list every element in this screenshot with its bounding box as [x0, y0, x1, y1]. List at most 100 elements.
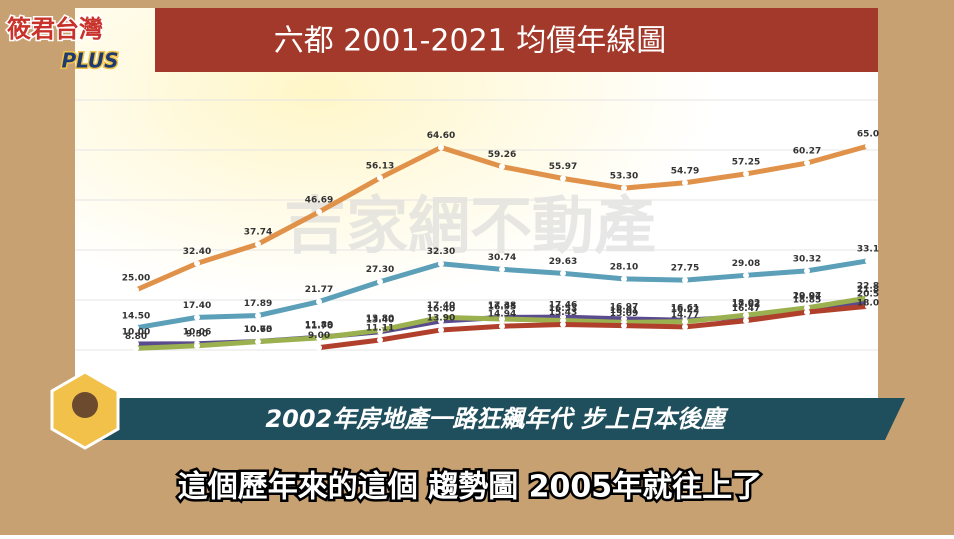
point: [621, 185, 627, 192]
data-label: 20.5: [857, 290, 879, 300]
point: [133, 324, 139, 331]
logo-bottom: PLUS: [62, 49, 119, 73]
data-label: 13.80: [366, 314, 394, 324]
data-label: 16.40: [427, 304, 455, 314]
point: [804, 267, 810, 274]
point: [316, 298, 322, 305]
data-label: 10.70: [244, 325, 272, 335]
data-label: 29.63: [549, 257, 577, 267]
data-label: 32.30: [427, 247, 455, 257]
data-label: 10.06: [183, 327, 211, 337]
data-label: 8.80: [125, 332, 147, 342]
point: [316, 334, 322, 341]
point: [255, 241, 261, 248]
data-label: 19.97: [793, 292, 821, 302]
point: [743, 170, 749, 177]
data-label: 56.13: [366, 161, 394, 171]
point: [621, 275, 627, 282]
data-label: 13.40: [366, 315, 394, 325]
point: [438, 314, 444, 321]
point: [560, 175, 566, 182]
point: [438, 144, 444, 151]
point: [255, 338, 261, 345]
point: [377, 337, 383, 344]
logo-top: 筱君台灣: [7, 15, 103, 43]
avatar-face: [72, 392, 98, 418]
data-label: 18.0: [857, 299, 879, 309]
data-label: 64.60: [427, 131, 455, 141]
data-label: 33.1: [857, 244, 879, 254]
data-label: 16.47: [732, 304, 760, 314]
point: [621, 322, 627, 329]
point: [865, 312, 871, 319]
data-label: 21.8: [857, 285, 879, 295]
chart-title: 六都 2001-2021 均價年線圖: [274, 24, 667, 59]
data-label: 37.74: [244, 228, 272, 238]
data-label: 14.50: [122, 311, 150, 321]
point: [194, 260, 200, 267]
data-label: 30.32: [793, 254, 821, 264]
point: [133, 341, 139, 347]
point: [560, 270, 566, 277]
data-label: 55.97: [549, 162, 577, 172]
point: [499, 315, 505, 322]
data-label: 30.74: [488, 253, 516, 263]
point: [194, 342, 200, 349]
data-label: 13.90: [427, 313, 455, 323]
data-label: 17.40: [427, 301, 455, 311]
point: [499, 323, 505, 330]
point: [804, 160, 810, 167]
data-label: 16.61: [671, 304, 699, 314]
data-label: 16.22: [671, 305, 699, 315]
data-label: 17.40: [183, 301, 211, 311]
data-label: 25.00: [122, 274, 150, 284]
data-label: 15.09: [610, 309, 638, 319]
data-label: 11.11: [366, 324, 394, 334]
data-label: 11.89: [305, 321, 333, 331]
point: [316, 344, 322, 351]
data-label: 9.50: [186, 329, 208, 339]
point: [499, 163, 505, 170]
data-label: 21.77: [305, 285, 333, 295]
data-label: 14.77: [671, 310, 699, 320]
point: [743, 317, 749, 324]
data-label: 54.79: [671, 166, 699, 176]
subtitle: 這個歷年來的這個 趨勢圖 2005年就往上了: [178, 470, 762, 505]
chart-panel: [75, 8, 878, 428]
banner: [100, 398, 905, 440]
point: [743, 312, 749, 319]
point: [133, 287, 139, 293]
data-label: 16.95: [488, 302, 516, 312]
data-label: 17.38: [488, 301, 516, 311]
data-label: 17.89: [244, 299, 272, 309]
point: [377, 174, 383, 181]
point: [316, 208, 322, 215]
data-label: 16.97: [610, 302, 638, 312]
point: [865, 294, 871, 301]
data-label: 53.30: [610, 172, 638, 182]
data-label: 57.25: [732, 157, 760, 167]
point: [499, 266, 505, 273]
point: [438, 326, 444, 333]
point: [194, 314, 200, 321]
data-label: 59.26: [488, 150, 516, 160]
data-label: 9.00: [308, 331, 330, 341]
data-label: 28.10: [610, 262, 638, 272]
data-label: 18.02: [732, 299, 760, 309]
point: [865, 143, 871, 149]
data-label: 65.0: [857, 130, 879, 140]
data-label: 60.27: [793, 147, 821, 157]
point: [682, 323, 688, 330]
point: [804, 304, 810, 311]
data-label: 17.46: [549, 301, 577, 311]
point: [682, 179, 688, 186]
data-label: 15.43: [549, 308, 577, 318]
data-label: 16.53: [549, 304, 577, 314]
data-label: 32.40: [183, 247, 211, 257]
point: [865, 303, 871, 310]
data-label: 16.01: [610, 306, 638, 316]
point: [865, 257, 871, 264]
point: [743, 272, 749, 279]
data-label: 11.70: [305, 321, 333, 331]
